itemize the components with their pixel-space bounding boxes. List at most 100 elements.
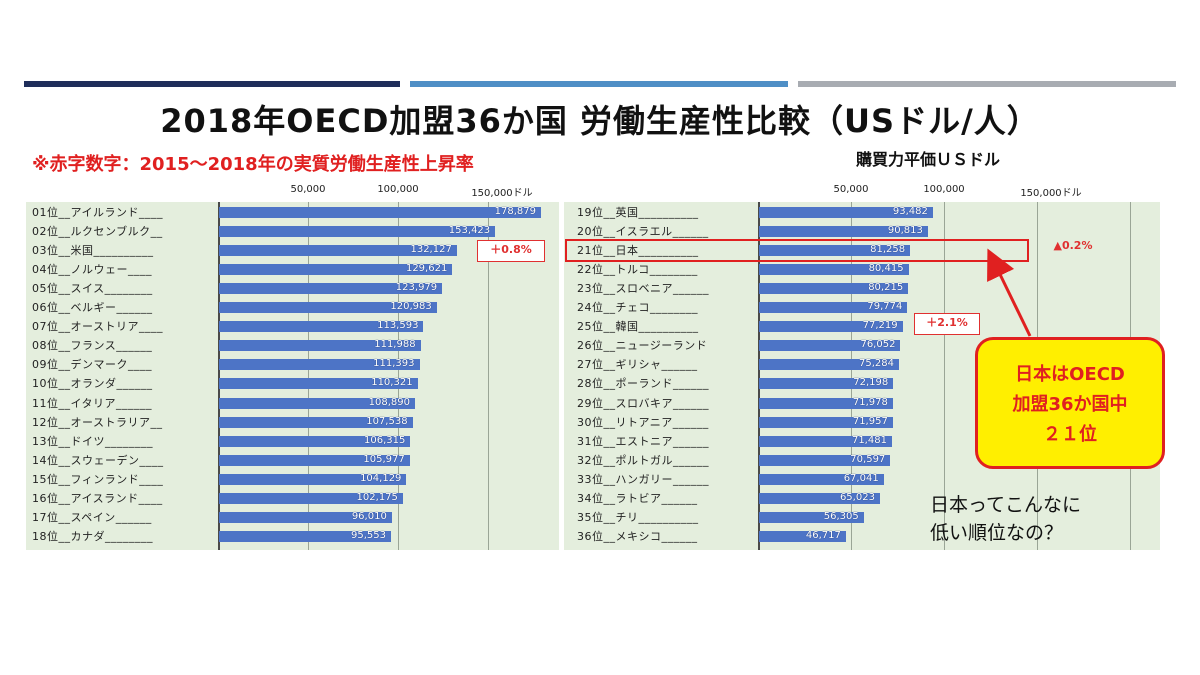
bar-value-label: 178,879 [494, 206, 536, 217]
bar-value-label: 153,423 [448, 225, 491, 237]
category-label: 01位__アイルランド____ [32, 206, 163, 219]
category-label: 32位__ポルトガル______ [577, 453, 709, 467]
bar [759, 530, 846, 542]
category-label: 36位__メキシコ______ [577, 529, 698, 543]
bar [219, 511, 392, 523]
bar-value-label: 65,023 [839, 491, 875, 503]
bar-value-label: 46,717 [805, 529, 841, 541]
bar-value-label: 129,621 [405, 263, 448, 275]
question-line-1: 日本ってこんなに [930, 494, 1082, 516]
gridline [488, 202, 489, 550]
category-label: 20位__イスラエル______ [577, 225, 709, 239]
growth-rate-annotation: ＋2.1% [914, 313, 980, 335]
bar-value-label: 96,010 [351, 510, 387, 522]
category-label: 31位__エストニア______ [577, 434, 709, 448]
bar [219, 226, 496, 238]
bar [759, 226, 928, 238]
growth-rate-annotation: ＋0.8% [477, 240, 545, 262]
category-label: 24位__チェコ________ [577, 301, 698, 315]
category-label: 16位__アイスランド____ [32, 491, 163, 505]
bar [759, 245, 911, 257]
callout-line-3: ２１位 [1043, 424, 1097, 445]
bar [759, 454, 891, 466]
category-label: 27位__ギリシャ______ [577, 358, 698, 372]
top-accent-bar-3 [798, 81, 1176, 87]
category-label: 05位__スイス________ [32, 282, 153, 296]
x-tick-right-100000: 100,000 [923, 184, 965, 195]
bar-value-label: 80,415 [868, 263, 904, 275]
bar [219, 473, 407, 485]
bar-value-label: 113,593 [377, 320, 419, 332]
chart-title: 2018年OECD加盟36か国 労働生産性比較（USドル/人） [160, 102, 1040, 140]
category-label: 28位__ポーランド______ [577, 377, 709, 391]
bar-value-label: 71,978 [852, 396, 888, 408]
category-label: 03位__米国__________ [32, 244, 154, 258]
bar [219, 340, 421, 352]
bar-value-label: 106,315 [364, 434, 406, 446]
callout-line-2: 加盟36か国中 [1012, 394, 1128, 415]
category-label: 29位__スロバキア______ [577, 396, 709, 410]
category-label: 12位__オーストラリア__ [32, 415, 163, 429]
bar [219, 245, 457, 257]
bar-value-label: 102,175 [356, 491, 398, 503]
top-accent-bar-2 [410, 81, 788, 87]
category-label: 26位__ニュージーランド [577, 339, 708, 353]
category-label: 09位__デンマーク____ [32, 358, 152, 372]
bar [759, 397, 893, 409]
bar-value-label: 75,284 [859, 358, 895, 370]
bar-value-label: 79,774 [867, 301, 903, 313]
category-label: 23位__スロベニア______ [577, 282, 709, 296]
bar [759, 435, 892, 447]
category-label: 34位__ラトビア______ [577, 491, 698, 505]
bar-value-label: 93,482 [892, 206, 928, 217]
bar [219, 264, 453, 276]
bar-value-label: 70,597 [850, 453, 886, 465]
bar-value-label: 108,890 [368, 396, 410, 408]
bar [759, 264, 909, 276]
japan-rank-callout: 日本はOECD 加盟36か国中 ２１位 [975, 337, 1165, 469]
bar-value-label: 107,538 [366, 415, 408, 427]
bar-value-label: 104,129 [360, 472, 402, 484]
bar-value-label: 77,219 [862, 320, 898, 332]
category-label: 19位__英国__________ [577, 206, 699, 219]
x-tick-right-50000: 50,000 [833, 184, 869, 195]
category-label: 14位__スウェーデン____ [32, 453, 164, 467]
bar-value-label: 81,258 [870, 244, 906, 256]
bar-value-label: 111,988 [374, 339, 416, 351]
category-label: 02位__ルクセンブルク__ [32, 225, 163, 239]
category-label: 17位__スペイン______ [32, 510, 152, 524]
bar-value-label: 90,813 [887, 225, 923, 237]
category-label: 18位__カナダ________ [32, 529, 153, 543]
gridline [398, 202, 399, 550]
bar [759, 473, 884, 485]
bar [219, 359, 420, 371]
callout-line-1: 日本はOECD [1015, 364, 1125, 385]
bar [219, 454, 410, 466]
chart-panel-left [26, 202, 559, 550]
x-tick-left-100000: 100,000 [377, 184, 419, 195]
bar [219, 530, 391, 542]
category-label: 04位__ノルウェー____ [32, 263, 152, 277]
y-axis-right [758, 202, 760, 550]
bar [759, 359, 900, 371]
bar [759, 321, 903, 333]
bar [759, 283, 909, 295]
top-accent-bar-1 [24, 81, 400, 87]
category-label: 33位__ハンガリー______ [577, 472, 709, 486]
gridline [308, 202, 309, 550]
bar-value-label: 120,983 [390, 301, 432, 313]
category-label: 35位__チリ__________ [577, 510, 699, 524]
bar [759, 492, 880, 504]
bar [219, 397, 415, 409]
bar [219, 435, 411, 447]
x-tick-left-150000: 150,000ドル [471, 188, 533, 199]
bar [219, 302, 437, 314]
category-label: 07位__オーストリア____ [32, 320, 163, 334]
bar [759, 302, 908, 314]
bar-value-label: 132,127 [410, 244, 452, 256]
ppp-label: 購買力平価ＵＳドル [856, 150, 1001, 169]
bar-value-label: 80,215 [868, 282, 904, 294]
category-label: 08位__フランス______ [32, 339, 153, 353]
bar-value-label: 72,198 [853, 377, 889, 389]
bar-value-label: 76,052 [860, 339, 896, 351]
